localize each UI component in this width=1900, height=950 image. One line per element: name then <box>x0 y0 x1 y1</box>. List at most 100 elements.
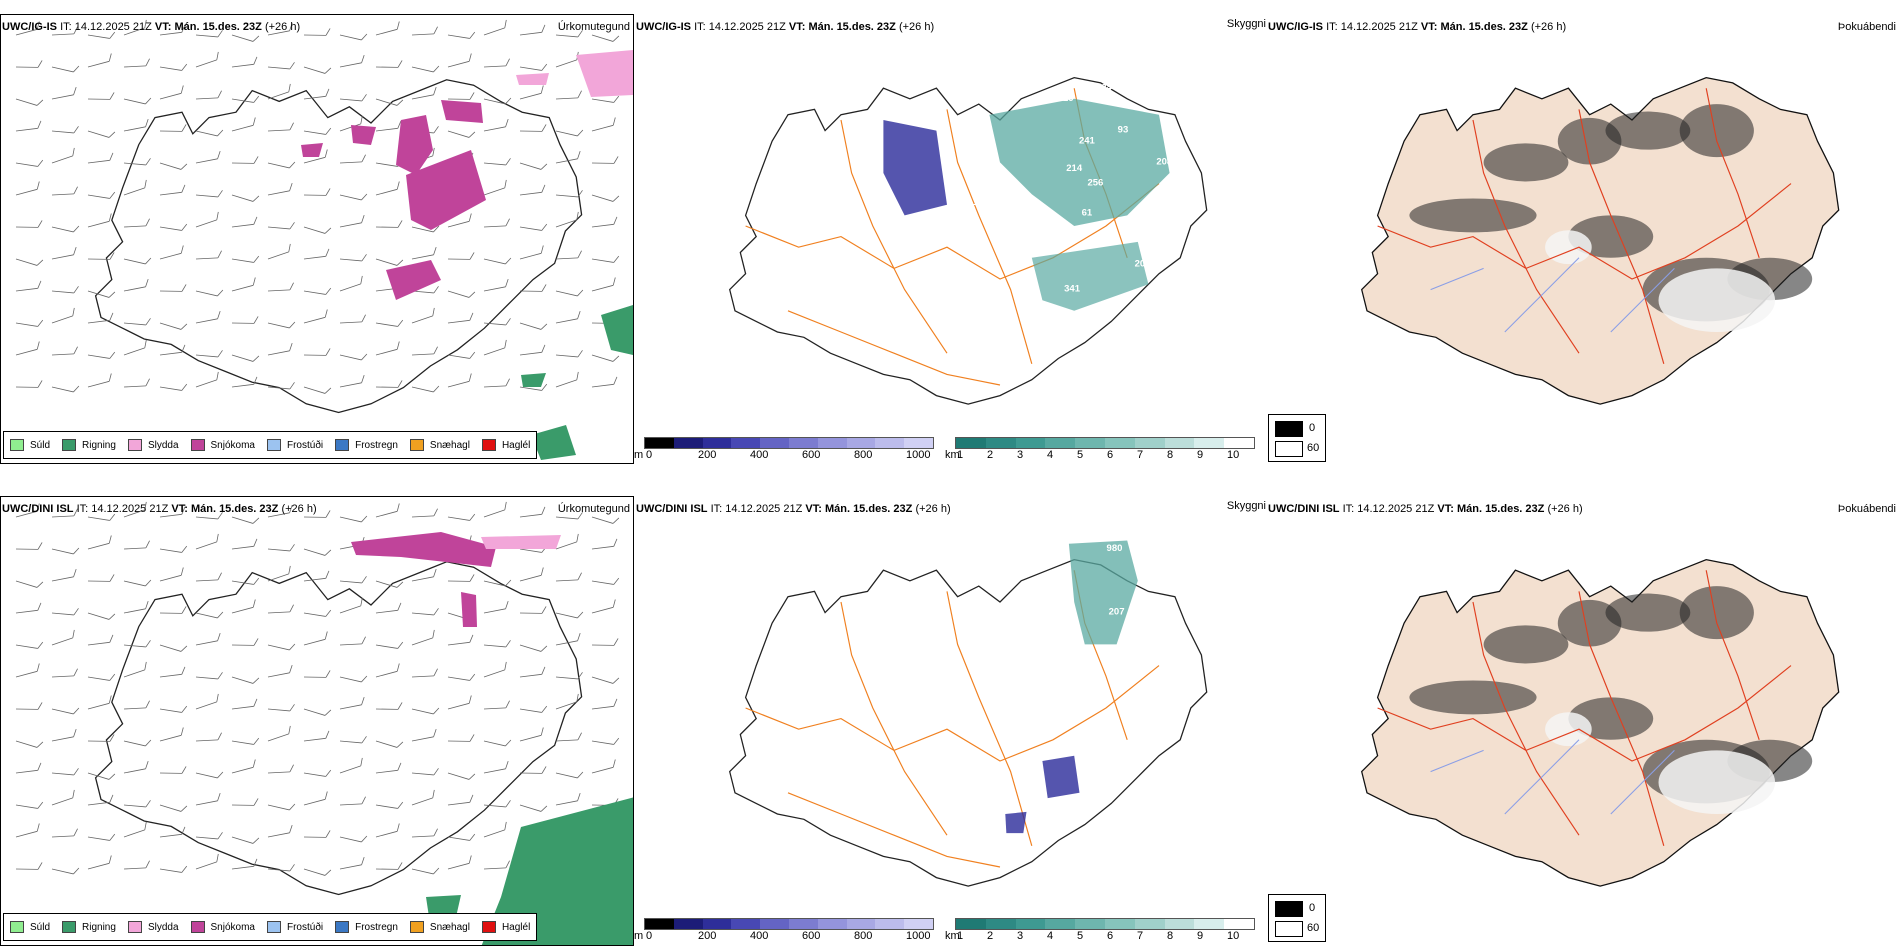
scale-tick-label: 200 <box>698 449 717 461</box>
wind-barb <box>447 92 475 100</box>
wind-barb <box>195 30 223 38</box>
wind-barb <box>51 346 78 356</box>
wind-barb <box>591 759 616 774</box>
legend-item: Frostúði <box>266 439 323 451</box>
wind-barb <box>519 124 547 132</box>
wind-barb <box>51 547 80 555</box>
wind-barb <box>411 729 437 742</box>
scale-segment <box>1134 438 1165 448</box>
scale-tick-label: 7 <box>1137 449 1144 461</box>
wind-barb <box>519 184 546 196</box>
legend-label: Slydda <box>147 439 179 451</box>
legend-item: Slydda <box>127 921 179 933</box>
wind-barb <box>231 316 259 324</box>
wind-barb <box>411 789 435 806</box>
wind-barb <box>87 53 112 68</box>
wind-barb <box>447 772 476 780</box>
model-label: UWC/DINI ISL <box>1268 503 1340 515</box>
scale-tick-label: 2 <box>987 449 994 461</box>
wind-barb <box>519 666 546 678</box>
wind-barb <box>159 644 188 652</box>
wind-barb <box>591 216 618 228</box>
height-scale-row2: m 0 200 400 600 800 1000 <box>634 918 934 944</box>
wind-barb <box>159 322 188 330</box>
wind-barb <box>267 825 293 838</box>
road <box>787 792 1001 868</box>
legend-item: Rigning <box>62 439 116 451</box>
river <box>1430 267 1484 291</box>
wind-barb <box>15 762 42 774</box>
wind-barb <box>483 97 512 105</box>
wind-barb <box>195 211 219 228</box>
wind-barb <box>267 321 296 329</box>
wind-barb <box>195 771 224 779</box>
vt-prefix: VT: <box>788 21 806 33</box>
legend-item: Snæhagl <box>409 921 470 933</box>
wind-barb <box>411 247 437 260</box>
legend-item: Snjókoma <box>190 439 255 451</box>
wind-barb <box>15 21 40 36</box>
vt-value: Mán. 15.des. 23Z <box>1440 21 1528 33</box>
wind-barb <box>231 858 258 870</box>
wind-barb <box>375 602 402 614</box>
wind-barb <box>15 60 43 68</box>
wind-barb <box>375 60 403 68</box>
wind-barb <box>267 161 296 169</box>
scale-tick-label: 10 <box>1227 449 1240 461</box>
scale-segment <box>1164 919 1195 929</box>
wind-barb <box>483 119 509 132</box>
scale-segment <box>1224 438 1254 448</box>
scale-tick-label: 6 <box>1107 930 1114 942</box>
wind-barb <box>123 640 151 648</box>
road <box>1578 591 1665 846</box>
wind-barb <box>519 644 548 652</box>
wind-barb <box>483 761 509 774</box>
legend-swatch <box>335 439 350 451</box>
wind-barb <box>303 609 332 617</box>
wind-barb <box>555 350 583 358</box>
wind-barb <box>303 570 330 582</box>
vt-prefix: VT: <box>154 21 172 33</box>
legend-swatch <box>62 439 77 451</box>
wind-barb <box>555 250 582 260</box>
scale-tick-label: 1 <box>957 449 964 461</box>
wind-barb <box>339 597 363 614</box>
wind-barb <box>519 727 544 742</box>
scale-segment <box>788 919 818 929</box>
glacier-area <box>1658 268 1776 332</box>
legend-label: Slydda <box>147 921 179 933</box>
fog-signal <box>1557 117 1622 165</box>
scale-tick-label: 6 <box>1107 449 1114 461</box>
scale-segment <box>760 919 789 929</box>
scale-segment <box>985 919 1016 929</box>
wind-barb <box>411 286 439 294</box>
wind-barb <box>123 158 151 166</box>
panel-visibility-row1: 624 129 93 241 214 256 208 138 61 20 341 <box>634 14 1266 464</box>
legend-label: Snjókoma <box>210 439 255 451</box>
it-prefix: IT: <box>694 21 706 33</box>
wind-barb <box>411 508 438 518</box>
scale-bar <box>644 918 934 930</box>
wind-barb <box>159 344 186 356</box>
map-visibility-row2: 980 207 179 <box>728 540 1208 887</box>
wind-barb <box>483 158 511 166</box>
fog-signal <box>1409 680 1537 715</box>
model-label: UWC/IG-IS <box>1268 21 1323 33</box>
cb-top-label: 208 <box>1156 157 1172 168</box>
scale-segment <box>846 438 876 448</box>
wind-barb <box>303 28 331 36</box>
wind-barb <box>87 772 116 780</box>
panel-visibility-row2: 980 207 179 <box>634 496 1266 946</box>
river <box>1610 268 1675 333</box>
precip-area-rain <box>481 797 633 945</box>
map-dewpoint-row2 <box>1360 558 1840 887</box>
header-row1-dewpoint: UWC/IG-IS IT: 14.12.2025 21Z VT: Mán. 15… <box>1268 21 1566 33</box>
wind-barb <box>411 87 437 100</box>
wind-barb <box>303 127 332 135</box>
field-name-dewpoint: Þokuábendi <box>1837 503 1896 515</box>
scale-segment <box>673 438 703 448</box>
wind-barb <box>483 339 507 356</box>
wind-barb <box>555 572 582 582</box>
wind-barb <box>159 63 188 71</box>
wind-barb <box>303 386 332 394</box>
